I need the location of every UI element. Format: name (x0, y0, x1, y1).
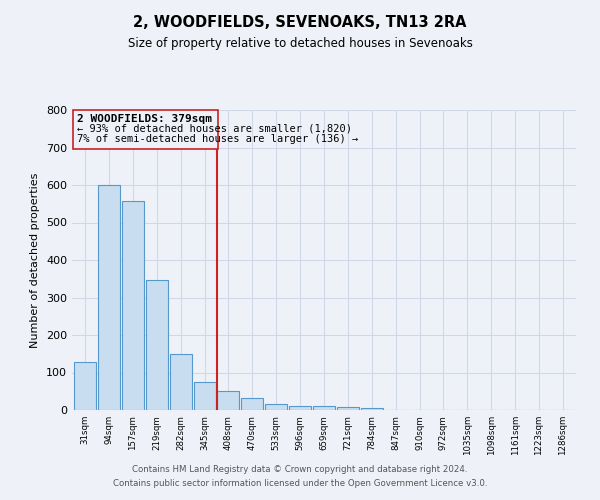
Bar (122, 201, 144, 410)
Bar (337, 407, 359, 410)
Bar (241, 398, 263, 410)
Bar (74, 362, 96, 410)
Bar (170, 354, 191, 410)
Bar (289, 406, 311, 410)
Bar (146, 280, 168, 410)
Bar (361, 408, 383, 410)
Text: Contains HM Land Registry data © Crown copyright and database right 2024.
Contai: Contains HM Land Registry data © Crown c… (113, 466, 487, 487)
Text: Size of property relative to detached houses in Sevenoaks: Size of property relative to detached ho… (128, 38, 472, 51)
Y-axis label: Number of detached properties: Number of detached properties (31, 172, 40, 348)
Bar (265, 404, 287, 410)
Text: 7% of semi-detached houses are larger (136) →: 7% of semi-detached houses are larger (1… (77, 134, 358, 143)
Bar (217, 391, 239, 410)
Bar (313, 406, 335, 410)
Text: 2 WOODFIELDS: 379sqm: 2 WOODFIELDS: 379sqm (77, 114, 212, 124)
Bar (98, 185, 120, 410)
FancyBboxPatch shape (73, 110, 218, 150)
Text: 2, WOODFIELDS, SEVENOAKS, TN13 2RA: 2, WOODFIELDS, SEVENOAKS, TN13 2RA (133, 15, 467, 30)
Bar (194, 382, 215, 410)
Text: ← 93% of detached houses are smaller (1,820): ← 93% of detached houses are smaller (1,… (77, 124, 352, 134)
